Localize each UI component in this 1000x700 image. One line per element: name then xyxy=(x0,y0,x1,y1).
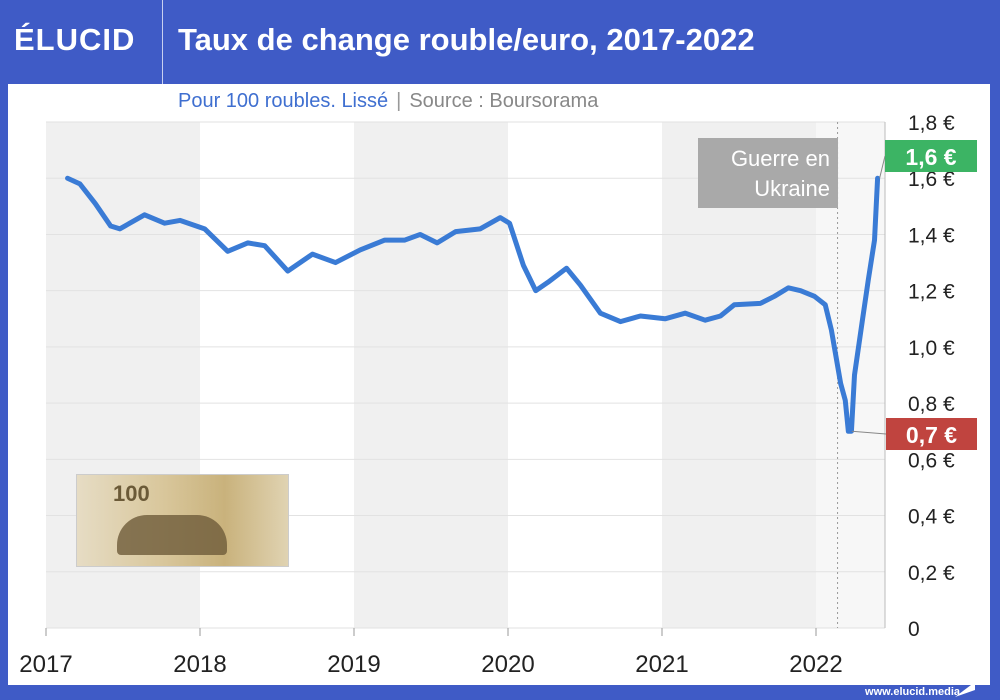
callout-leader xyxy=(851,430,887,435)
chart-subtitle: Pour 100 roubles. Lissé | Source : Boursor… xyxy=(178,90,598,113)
banknote-denomination: 100 xyxy=(113,481,150,506)
x-tick-label: 2018 xyxy=(173,651,226,678)
war-label-line1: Guerre en xyxy=(731,146,830,171)
banknote-quadriga xyxy=(117,515,227,555)
y-tick-label: 1,4 € xyxy=(908,224,955,247)
year-band xyxy=(354,122,508,629)
war-label-box xyxy=(698,138,838,208)
separator: | xyxy=(396,90,402,112)
y-tick-label: 1,2 € xyxy=(908,281,955,304)
elucid-mark-icon xyxy=(955,682,975,697)
y-tick-label: 0 xyxy=(908,618,920,641)
x-tick-label: 2020 xyxy=(481,651,534,678)
footer-url: www.elucid.media xyxy=(865,686,960,698)
war-label-line2: Ukraine xyxy=(754,176,830,201)
x-tick-label: 2019 xyxy=(327,651,380,678)
y-tick-label: 0,6 € xyxy=(908,449,955,472)
source-note: Source : Boursorama xyxy=(409,90,599,112)
header-divider xyxy=(162,0,163,84)
unit-note: Pour 100 roubles. Lissé xyxy=(178,90,389,112)
callout-label: 0,7 € xyxy=(906,422,957,448)
y-tick-label: 1,6 € xyxy=(908,168,955,191)
callout-box xyxy=(885,140,977,172)
y-tick-label: 0,8 € xyxy=(908,393,955,416)
callout-box xyxy=(886,418,977,450)
y-tick-label: 1,8 € xyxy=(908,112,955,135)
y-tick-label: 0,4 € xyxy=(908,506,955,529)
elucid-logo: ÉLUCID xyxy=(14,22,136,57)
callout-label: 1,6 € xyxy=(905,144,956,170)
y-tick-label: 1,0 € xyxy=(908,337,955,360)
x-tick-label: 2021 xyxy=(635,651,688,678)
page-title: Taux de change rouble/euro, 2017-2022 xyxy=(178,22,755,57)
x-tick-label: 2022 xyxy=(789,651,842,678)
callout-leader xyxy=(879,155,886,179)
year-band xyxy=(508,122,662,629)
y-tick-label: 0,2 € xyxy=(908,562,955,585)
banknote-image: 100 xyxy=(76,474,289,567)
x-tick-label: 2017 xyxy=(19,651,72,678)
